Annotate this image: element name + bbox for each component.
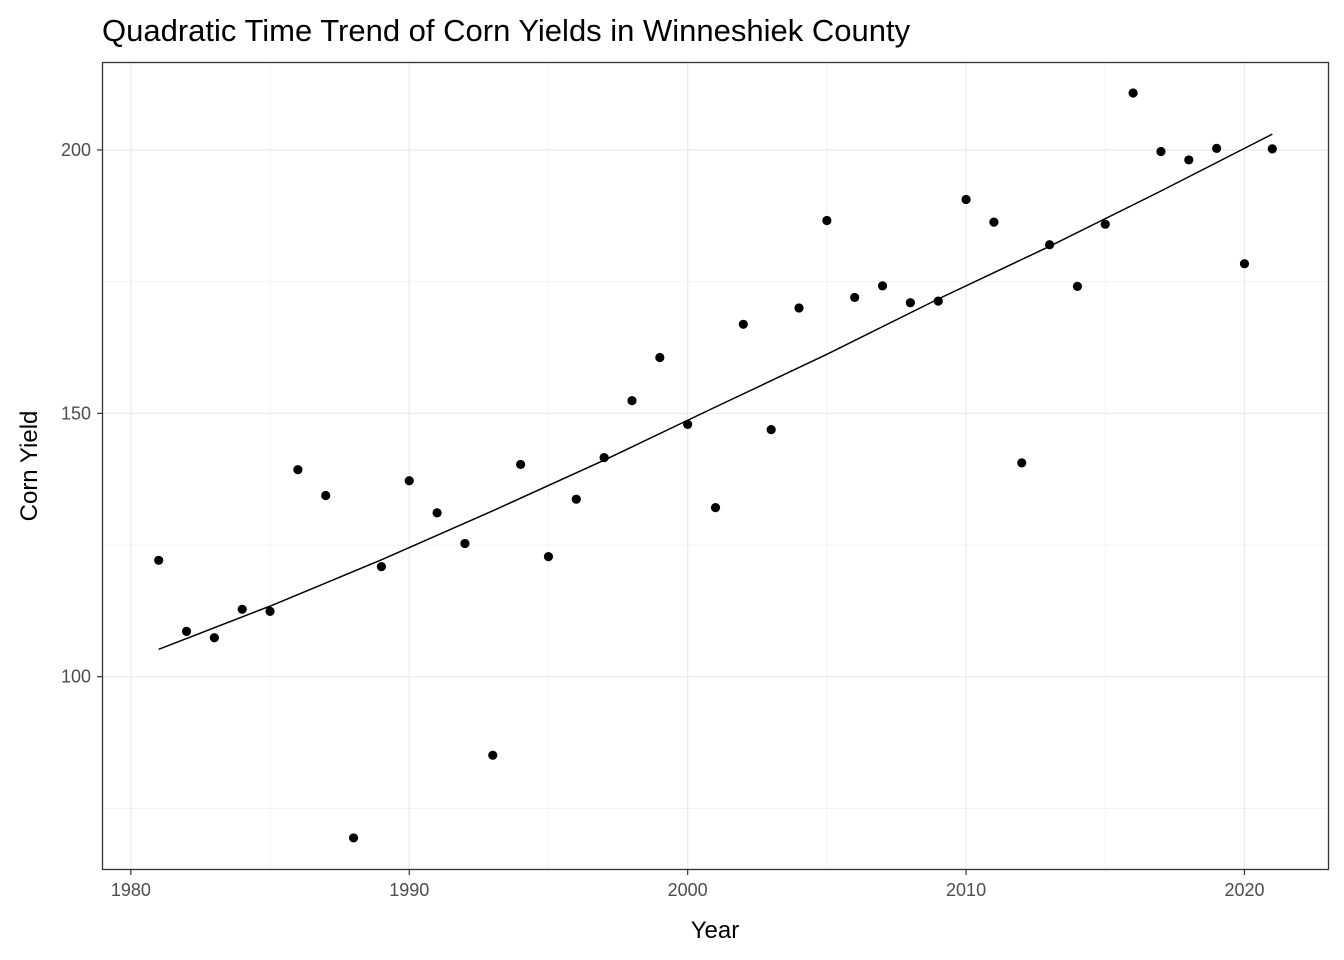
data-point	[293, 465, 303, 475]
data-point	[376, 562, 387, 572]
plot-panel-border	[101, 61, 1330, 871]
data-point	[516, 459, 526, 470]
data-point	[905, 298, 915, 308]
x-tick-label: 2010	[946, 880, 986, 900]
y-axis-title: Corn Yield	[16, 411, 43, 522]
data-point	[1100, 219, 1110, 229]
data-point	[154, 555, 164, 565]
data-point	[1212, 143, 1222, 153]
data-point	[488, 750, 498, 760]
data-point	[850, 292, 860, 303]
x-tick-label: 2000	[668, 880, 708, 900]
data-point	[961, 194, 971, 205]
data-point	[209, 633, 219, 643]
data-point	[599, 452, 609, 463]
data-point	[822, 215, 832, 226]
data-point	[1128, 88, 1138, 98]
data-point	[933, 296, 943, 306]
data-point	[181, 626, 192, 637]
data-point	[1239, 259, 1250, 269]
chart-title: Quadratic Time Trend of Corn Yields in W…	[102, 13, 911, 48]
data-point	[1044, 240, 1055, 250]
x-tick-label: 1980	[111, 880, 151, 900]
y-tick-label: 100	[61, 667, 91, 687]
data-point	[766, 425, 776, 435]
trend-line-layer	[158, 133, 1273, 651]
x-axis-title: Year	[691, 917, 740, 944]
data-point	[1017, 458, 1027, 468]
data-point	[543, 552, 554, 562]
data-point	[265, 606, 275, 617]
data-point	[237, 604, 247, 614]
data-point	[655, 352, 665, 363]
data-points-layer	[154, 88, 1277, 843]
data-point	[738, 319, 748, 329]
y-tick-label: 200	[61, 140, 91, 160]
data-point	[1156, 146, 1166, 157]
data-point	[627, 396, 637, 406]
data-point	[432, 508, 442, 518]
y-tick-label: 150	[61, 403, 91, 423]
data-point	[794, 303, 804, 313]
x-tick-label: 1990	[389, 880, 429, 900]
data-point	[348, 833, 359, 843]
x-tick-label: 2020	[1224, 880, 1264, 900]
data-point	[1072, 281, 1083, 291]
data-point	[404, 476, 414, 486]
data-point	[321, 490, 331, 501]
data-point	[1267, 144, 1277, 154]
axis-ticks-layer: 1980 1990 2000 2010 2020 100 150 200	[61, 140, 1265, 900]
data-point	[877, 281, 888, 291]
data-point	[1184, 155, 1194, 165]
data-point	[710, 503, 721, 513]
data-point	[683, 419, 693, 429]
data-point	[460, 538, 470, 549]
grid-layer	[103, 63, 1328, 869]
data-point	[989, 217, 999, 227]
quadratic-trend-line	[158, 133, 1273, 651]
data-point	[571, 494, 581, 504]
